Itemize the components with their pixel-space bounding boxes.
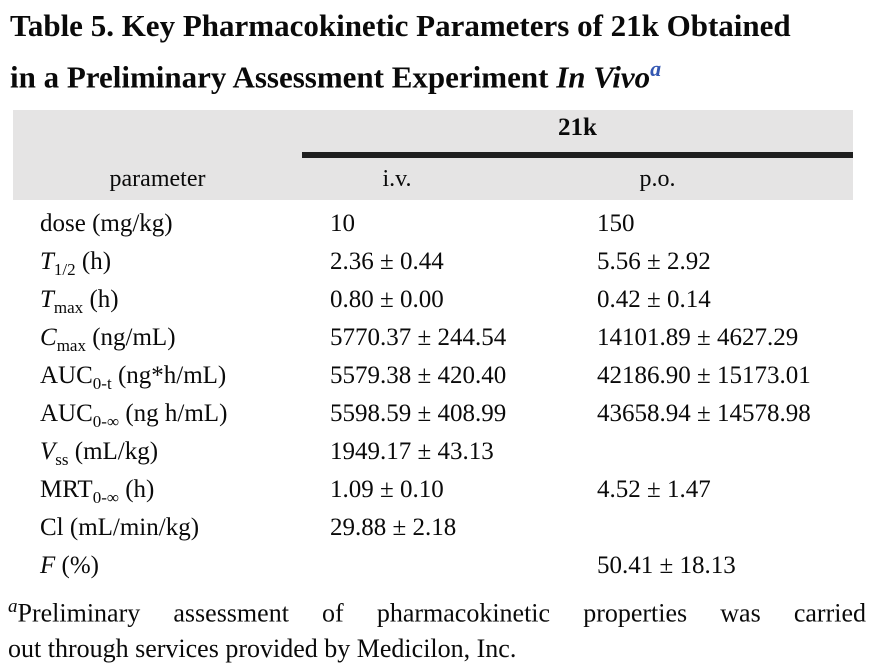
parameter-cell: AUC0-∞ (ng h/mL) xyxy=(13,395,302,433)
title-line-1: Table 5. Key Pharmacokinetic Parameters … xyxy=(10,8,791,43)
parameter-symbol: C xyxy=(40,324,57,351)
iv-value-cell: 2.36 ± 0.44 xyxy=(330,248,444,275)
iv-value-cell: 1.09 ± 0.10 xyxy=(330,476,444,503)
parameter-cell: Tmax (h) xyxy=(13,281,302,319)
parameter-cell: MRT0-∞ (h) xyxy=(13,471,302,509)
table-row: AUC0-t (ng*h/mL) 5579.38 ± 420.40 42186.… xyxy=(13,357,853,395)
parameter-subscript: 0-∞ xyxy=(92,412,120,431)
parameter-cell: F (%) xyxy=(13,547,302,585)
footnote-line-1: aPreliminary assessment of pharmacokinet… xyxy=(8,589,866,631)
iv-value-cell xyxy=(302,547,570,585)
parameter-subscript: 0-t xyxy=(92,374,112,393)
parameter-units: (ng*h/mL) xyxy=(111,362,227,389)
parameter-subscript: max xyxy=(53,298,84,317)
parameter-units: (%) xyxy=(55,552,100,579)
footnote-line-2: out through services provided by Medicil… xyxy=(8,633,517,663)
parameter-cell: Cmax (ng/mL) xyxy=(13,319,302,357)
po-value-cell: 42186.90 ± 15173.01 xyxy=(597,362,811,389)
po-value-cell: 5.56 ± 2.92 xyxy=(597,248,711,275)
footnote-marker: a xyxy=(8,596,18,617)
column-header-parameter: parameter xyxy=(109,165,206,192)
parameter-units: (h) xyxy=(75,248,112,275)
title-line-2: in a Preliminary Assessment Experiment I… xyxy=(10,47,866,98)
table-row: dose (mg/kg) 10 150 xyxy=(13,205,853,243)
po-value-cell xyxy=(570,433,853,471)
group-header-rule xyxy=(302,152,853,158)
po-value-cell: 0.42 ± 0.14 xyxy=(597,286,711,313)
parameter-subscript: 1/2 xyxy=(53,260,76,279)
parameter-units: (h) xyxy=(118,476,155,503)
column-header-po: p.o. xyxy=(639,165,676,192)
table-body: dose (mg/kg) 10 150 T1/2 (h) 2.36 ± 0.44… xyxy=(13,205,853,585)
parameter-units: (ng/mL) xyxy=(85,324,176,351)
parameter-cell: Cl (mL/min/kg) xyxy=(13,509,302,547)
parameter-symbol: Cl xyxy=(40,514,64,541)
parameter-subscript: max xyxy=(56,336,86,355)
compound-group-header: 21k xyxy=(558,114,597,141)
iv-value-cell: 1949.17 ± 43.13 xyxy=(330,438,494,465)
table-row: MRT0-∞ (h) 1.09 ± 0.10 4.52 ± 1.47 xyxy=(13,471,853,509)
parameter-cell: T1/2 (h) xyxy=(13,243,302,281)
iv-value-cell: 10 xyxy=(330,210,355,237)
parameter-symbol: MRT xyxy=(40,476,93,503)
po-value-cell: 4.52 ± 1.47 xyxy=(597,476,711,503)
parameter-units: (mL/min/kg) xyxy=(63,514,200,541)
parameter-subscript: 0-∞ xyxy=(92,488,119,507)
title-line-2-text: in a Preliminary Assessment Experiment xyxy=(10,59,557,95)
parameter-symbol: V xyxy=(40,438,56,465)
parameter-cell: AUC0-t (ng*h/mL) xyxy=(13,357,302,395)
iv-value-cell: 0.80 ± 0.00 xyxy=(330,286,444,313)
parameter-cell: dose (mg/kg) xyxy=(13,205,302,243)
parameter-subscript: ss xyxy=(55,450,69,469)
po-value-cell xyxy=(570,509,853,547)
iv-value-cell: 29.88 ± 2.18 xyxy=(330,514,457,541)
table-header-band: 21k parameter i.v. p.o. xyxy=(13,110,853,200)
po-value-cell: 14101.89 ± 4627.29 xyxy=(597,324,799,351)
table-row: Vss (mL/kg) 1949.17 ± 43.13 xyxy=(13,433,853,471)
po-value-cell: 43658.94 ± 14578.98 xyxy=(597,400,811,427)
parameter-symbol: AUC xyxy=(40,362,93,389)
table-row: AUC0-∞ (ng h/mL) 5598.59 ± 408.99 43658.… xyxy=(13,395,853,433)
table-footnote: aPreliminary assessment of pharmacokinet… xyxy=(8,589,866,666)
parameter-symbol: T xyxy=(40,248,54,275)
table-row: T1/2 (h) 2.36 ± 0.44 5.56 ± 2.92 xyxy=(13,243,853,281)
parameter-units: (mL/kg) xyxy=(68,438,159,465)
parameter-symbol: dose xyxy=(40,210,86,237)
footnote-text-1: Preliminary assessment of pharmacokineti… xyxy=(17,598,867,628)
title-emphasis: In Vivo xyxy=(556,59,651,95)
table-row: F (%) 50.41 ± 18.13 xyxy=(13,547,853,585)
po-value-cell: 150 xyxy=(597,210,635,237)
parameter-units: (h) xyxy=(83,286,119,313)
table-title: Table 5. Key Pharmacokinetic Parameters … xyxy=(10,4,866,98)
parameter-units: (ng h/mL) xyxy=(119,400,228,427)
parameter-symbol: T xyxy=(40,286,54,313)
column-header-iv: i.v. xyxy=(382,165,412,192)
parameter-symbol: AUC xyxy=(40,400,93,427)
iv-value-cell: 5770.37 ± 244.54 xyxy=(330,324,507,351)
parameter-symbol: F xyxy=(40,552,56,579)
parameter-units: (mg/kg) xyxy=(85,210,173,237)
iv-value-cell: 5579.38 ± 420.40 xyxy=(330,362,507,389)
table-row: Cl (mL/min/kg) 29.88 ± 2.18 xyxy=(13,509,853,547)
iv-value-cell: 5598.59 ± 408.99 xyxy=(330,400,507,427)
column-header-row: parameter i.v. p.o. xyxy=(13,158,853,200)
table-row: Tmax (h) 0.80 ± 0.00 0.42 ± 0.14 xyxy=(13,281,853,319)
title-footnote-marker: a xyxy=(650,56,662,81)
table-row: Cmax (ng/mL) 5770.37 ± 244.54 14101.89 ±… xyxy=(13,319,853,357)
parameter-cell: Vss (mL/kg) xyxy=(13,433,302,471)
po-value-cell: 50.41 ± 18.13 xyxy=(597,552,736,579)
